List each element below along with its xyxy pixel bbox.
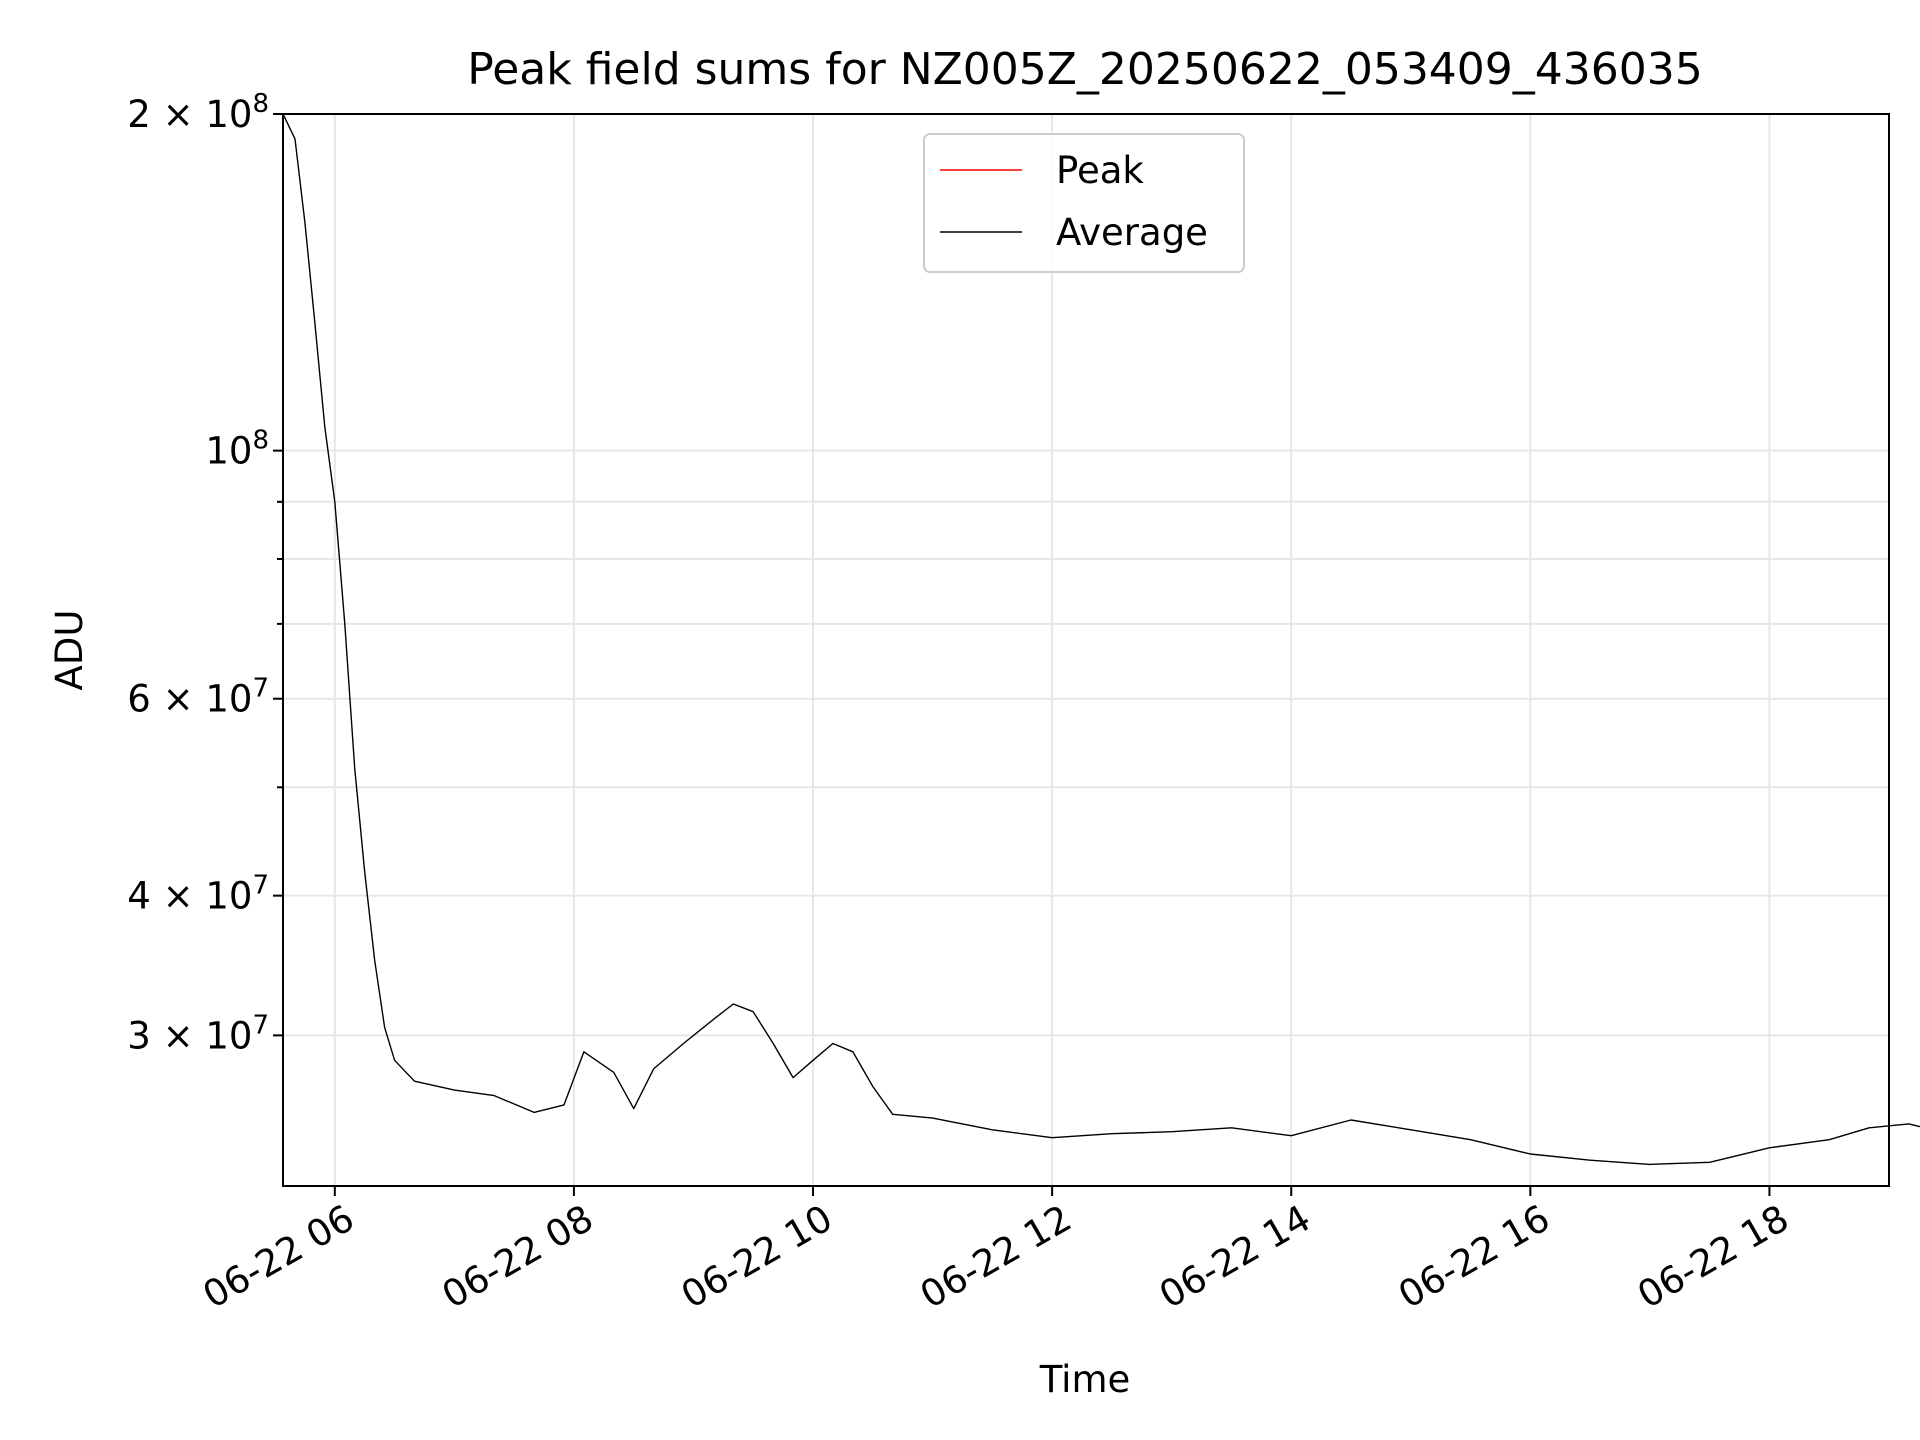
legend: Peak Average (923, 133, 1245, 273)
y-tick-label: 108 (205, 426, 269, 473)
x-axis: 06-22 06 06-22 08 06-22 10 06-22 12 06-22 14… (196, 1186, 1796, 1317)
legend-label-peak: Peak (1056, 149, 1144, 192)
y-axis: 3 × 107 4 × 107 6 × 107 108 2 × 108 (127, 89, 283, 1057)
y-tick-label: 4 × 107 (127, 871, 269, 918)
x-tick-label: 06-22 16 (1391, 1197, 1557, 1317)
plot-background (283, 114, 1889, 1186)
series-lines (282, 113, 1920, 1166)
legend-label-average: Average (1056, 211, 1208, 254)
chart-title: Peak field sums for NZ005Z_20250622_0534… (467, 44, 1703, 95)
x-tick-label: 06-22 06 (196, 1197, 362, 1317)
y-tick-label: 2 × 108 (127, 89, 269, 136)
x-tick-label: 06-22 14 (1152, 1197, 1318, 1317)
x-tick-label: 06-22 10 (674, 1197, 840, 1317)
series-average-line (282, 113, 1920, 1166)
y-tick-label: 6 × 107 (127, 674, 269, 721)
x-tick-label: 06-22 08 (435, 1197, 601, 1317)
plot-area (282, 113, 1920, 1187)
x-tick-label: 06-22 18 (1630, 1197, 1796, 1317)
x-axis-label: Time (1039, 1358, 1131, 1401)
y-tick-label: 3 × 107 (127, 1010, 269, 1057)
x-tick-label: 06-22 12 (913, 1197, 1079, 1317)
legend-box (923, 133, 1245, 273)
plot-frame (282, 113, 1890, 1187)
y-axis-label: ADU (48, 610, 91, 691)
